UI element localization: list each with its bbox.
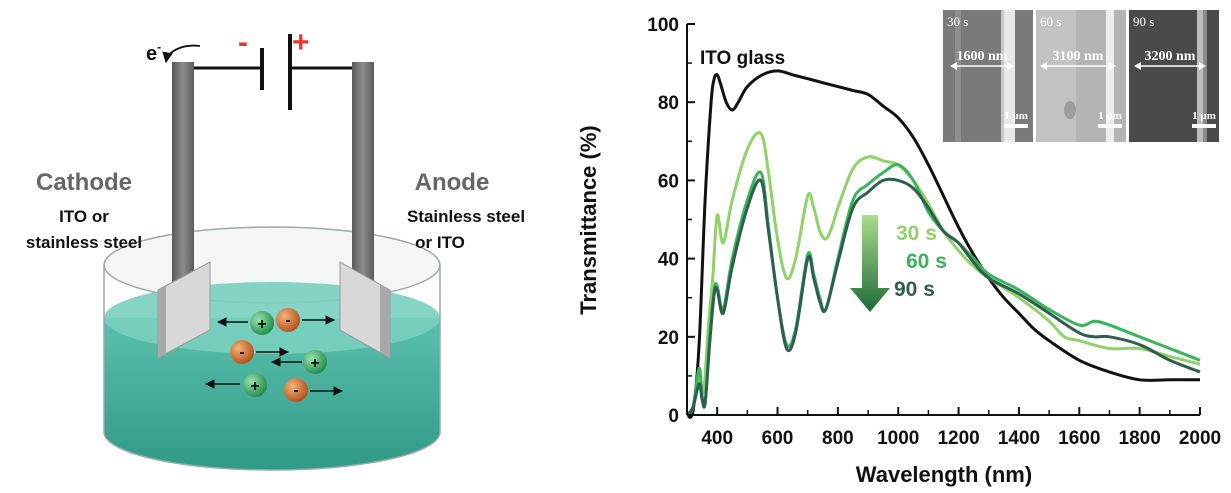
anion: - (276, 308, 335, 332)
legend-item-90s: 90 s (894, 278, 935, 301)
cation: + (205, 373, 267, 397)
plus-terminal-label: + (292, 26, 310, 59)
sem-inset-90s: 90 s 3200 nm 1 µm (1129, 10, 1219, 142)
cathode-plate (157, 261, 211, 359)
cathode-title: Cathode (36, 169, 132, 196)
y-ticks: 0 20 40 60 80 100 (647, 15, 695, 427)
x-tick-label: 600 (762, 428, 794, 449)
anion: - (284, 378, 343, 402)
inset-scale-label: 1 µm (1098, 110, 1122, 122)
anode-material-line1: Stainless steel (407, 207, 525, 226)
electrodeposition-diagram: - + e- + - - (26, 26, 525, 471)
x-tick-label: 1400 (998, 428, 1040, 449)
inset-scale-label: 1 µm (1192, 110, 1216, 122)
cation: + (271, 350, 327, 374)
battery-symbol (260, 34, 292, 110)
electron-label: e- (146, 40, 161, 65)
inset-width-label: 1600 nm (957, 49, 1008, 64)
x-tick-label: 1600 (1058, 428, 1100, 449)
cathode-rod (172, 62, 194, 302)
inset-scale-label: 1 µm (1004, 110, 1028, 122)
inset-width-label: 3200 nm (1145, 49, 1196, 64)
beaker-outline (103, 265, 441, 471)
x-tick-label: 800 (822, 428, 854, 449)
inset-time-label: 30 s (947, 14, 968, 29)
y-tick-label: 40 (658, 250, 679, 271)
cathode-material-line1: ITO or (59, 207, 109, 226)
svg-text:-: - (285, 312, 290, 329)
plot-lines (685, 69, 1201, 419)
x-tick-label: 1800 (1119, 428, 1161, 449)
x-tick-label: 1200 (937, 428, 979, 449)
anode-plate (339, 261, 391, 359)
anion: - (230, 340, 289, 364)
time-increase-arrow (850, 215, 890, 312)
svg-text:-: - (293, 382, 298, 399)
ion-group: + - - + + - (205, 308, 343, 402)
circuit-wires (182, 64, 364, 70)
series-line-90s (685, 177, 1201, 417)
electrolyte-liquid (104, 318, 440, 470)
inset-width-label: 3100 nm (1053, 49, 1104, 64)
x-tick-label: 400 (701, 428, 733, 449)
sem-inset-30s: 30 s 1600 nm 1 µm (943, 10, 1033, 142)
minus-terminal-label: - (238, 26, 248, 59)
cathode-material-line2: stainless steel (26, 233, 142, 252)
anode-rod (352, 62, 374, 302)
y-tick-label: 100 (647, 15, 679, 36)
y-axis-label: Transmittance (%) (576, 125, 601, 315)
deposition-time-legend: 30 s 60 s 90 s (850, 215, 947, 312)
anode-material-line2: or ITO (415, 233, 465, 252)
x-ticks: 400 600 800 1000 1200 1400 1600 1800 2000 (686, 407, 1221, 449)
legend-item-30s: 30 s (896, 222, 937, 245)
y-tick-label: 60 (658, 171, 679, 192)
ito-glass-annotation: ITO glass (700, 48, 785, 69)
cation: + (217, 311, 274, 335)
y-tick-label: 20 (658, 328, 679, 349)
x-axis-label: Wavelength (nm) (856, 462, 1032, 487)
series-line-ito-glass (685, 69, 1200, 419)
x-tick-label: 2000 (1179, 428, 1221, 449)
x-tick-label: 1000 (877, 428, 919, 449)
y-tick-label: 0 (668, 406, 679, 427)
svg-text:-: - (239, 344, 244, 361)
transmittance-chart: 0 20 40 60 80 100 400 600 800 1000 1200 1400 1600 18… (576, 10, 1221, 487)
sem-inset-60s: 60 s 3100 nm 1 µm (1036, 10, 1126, 142)
svg-text:+: + (250, 378, 259, 395)
legend-item-60s: 60 s (906, 250, 947, 273)
anode-title: Anode (415, 169, 490, 196)
inset-time-label: 60 s (1040, 14, 1061, 29)
svg-text:+: + (257, 316, 266, 333)
electron-flow-arrow (162, 44, 201, 64)
y-tick-label: 80 (658, 93, 679, 114)
svg-text:+: + (310, 355, 319, 372)
inset-time-label: 90 s (1133, 14, 1154, 29)
series-line-30s (685, 131, 1201, 417)
